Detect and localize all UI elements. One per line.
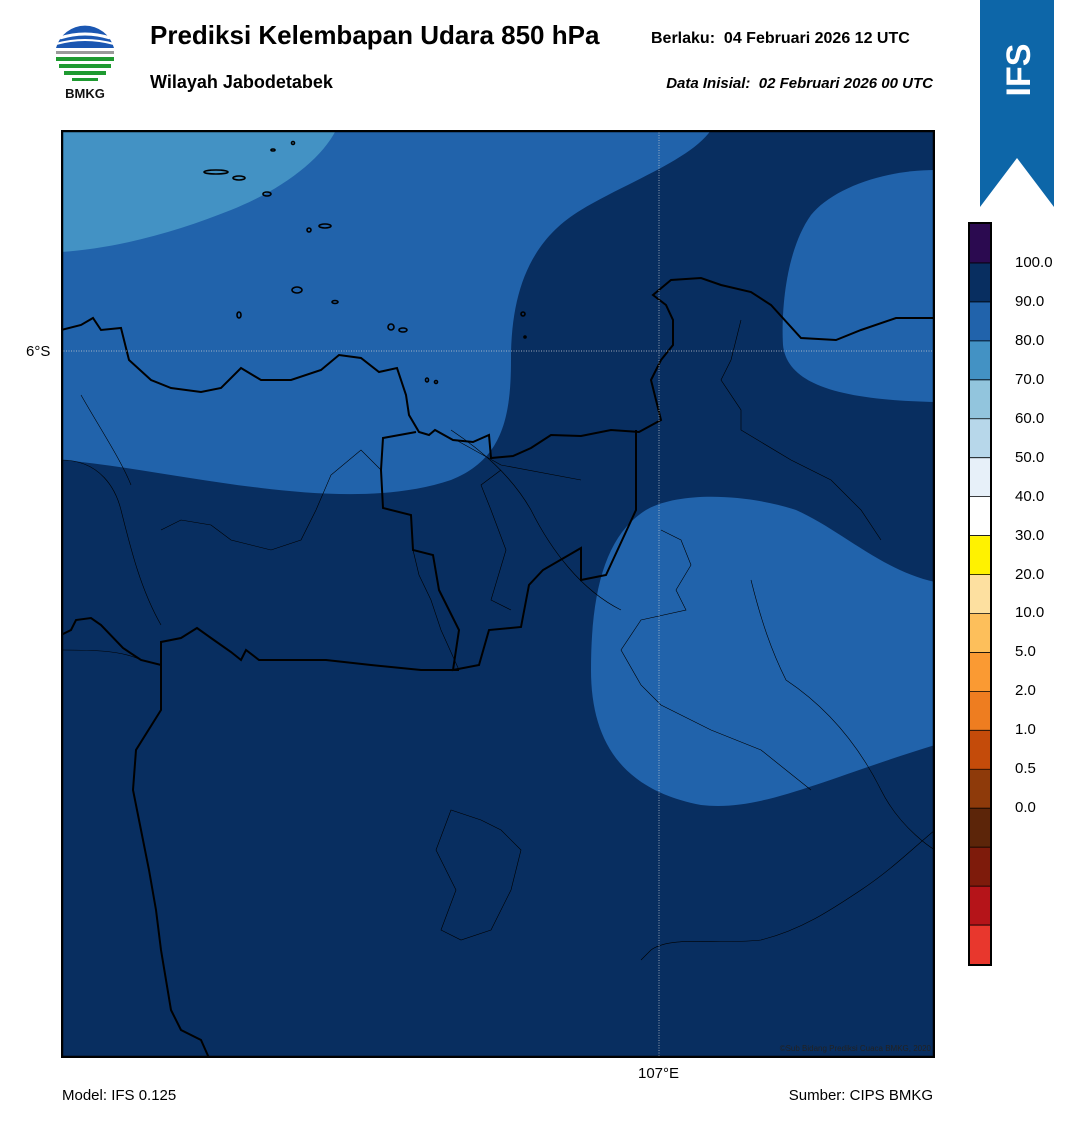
page-title: Prediksi Kelembapan Udara 850 hPa [150,20,600,50]
colorbar-swatch [970,301,990,342]
colorbar-label: 90.0 [1015,292,1045,310]
valid-label: Berlaku: [651,30,716,47]
colorbar-swatch [970,730,990,770]
coastline-and-province-border [61,276,935,1058]
colorbar [968,222,992,966]
colorbar-label: 0.5 [1015,760,1036,778]
rh-80-90-upper-region [61,130,711,495]
colorbar-label: 80.0 [1015,331,1045,349]
bmkg-logo-icon: BMKG [55,23,115,101]
colorbar-swatch [970,340,990,381]
rh-80-90-northeast-region [782,170,935,402]
map-frame [61,130,935,1058]
colorbar-label: 40.0 [1015,487,1045,505]
colorbar-swatch [970,613,990,653]
ifs-banner: IFS [980,0,1054,207]
colorbar-swatch [970,574,990,614]
humidity-map [61,130,935,1058]
init-time: Data Inisial: 02 Februari 2026 00 UTC [666,75,933,92]
latitude-label: 6°S [26,343,51,360]
colorbar-swatch [970,691,990,731]
colorbar-swatch [970,886,990,926]
colorbar-swatch [970,224,990,264]
colorbar-swatch [970,457,990,498]
colorbar-label: 60.0 [1015,409,1045,427]
colorbar-label: 50.0 [1015,448,1045,466]
colorbar-swatch [970,808,990,848]
colorbar-swatch [970,535,990,576]
longitude-label: 107°E [638,1065,680,1082]
colorbar-label: 1.0 [1015,721,1036,739]
init-value: 02 Februari 2026 00 UTC [758,75,933,92]
source-info: Sumber: CIPS BMKG [788,1087,933,1104]
colorbar-swatch [970,769,990,809]
colorbar-label: 2.0 [1015,682,1036,700]
colorbar-label: 10.0 [1015,604,1045,622]
colorbar-swatch [970,847,990,887]
colorbar-frame [968,222,992,966]
colorbar-swatch [970,379,990,420]
logo-text: BMKG [65,86,105,101]
init-label: Data Inisial: [666,75,751,92]
colorbar-label: 30.0 [1015,526,1045,544]
rh-70-80-region [61,130,336,252]
colorbar-swatch [970,262,990,303]
colorbar-swatch [970,496,990,537]
colorbar-label: 5.0 [1015,643,1036,661]
banner-text: IFS [1000,44,1038,97]
valid-value: 04 Februari 2026 12 UTC [723,30,910,47]
colorbar-label: 70.0 [1015,370,1045,388]
colorbar-swatch [970,418,990,459]
valid-time: Berlaku: 04 Februari 2026 12 UTC [651,30,910,48]
rh-80-90-east-region [591,496,935,806]
thousand-islands [203,140,527,385]
colorbar-label: 0.0 [1015,799,1036,817]
region-subtitle: Wilayah Jabodetabek [150,72,333,92]
colorbar-swatch [970,925,990,965]
colorbar-swatch [970,652,990,692]
copyright-note: ©Sub Bidang Prediksi Cuaca BMKG, 2020 [779,1044,931,1053]
model-info: Model: IFS 0.125 [62,1087,177,1104]
colorbar-label: 20.0 [1015,565,1045,583]
regency-borders [61,319,935,961]
colorbar-label: 100.0 [1015,253,1053,271]
